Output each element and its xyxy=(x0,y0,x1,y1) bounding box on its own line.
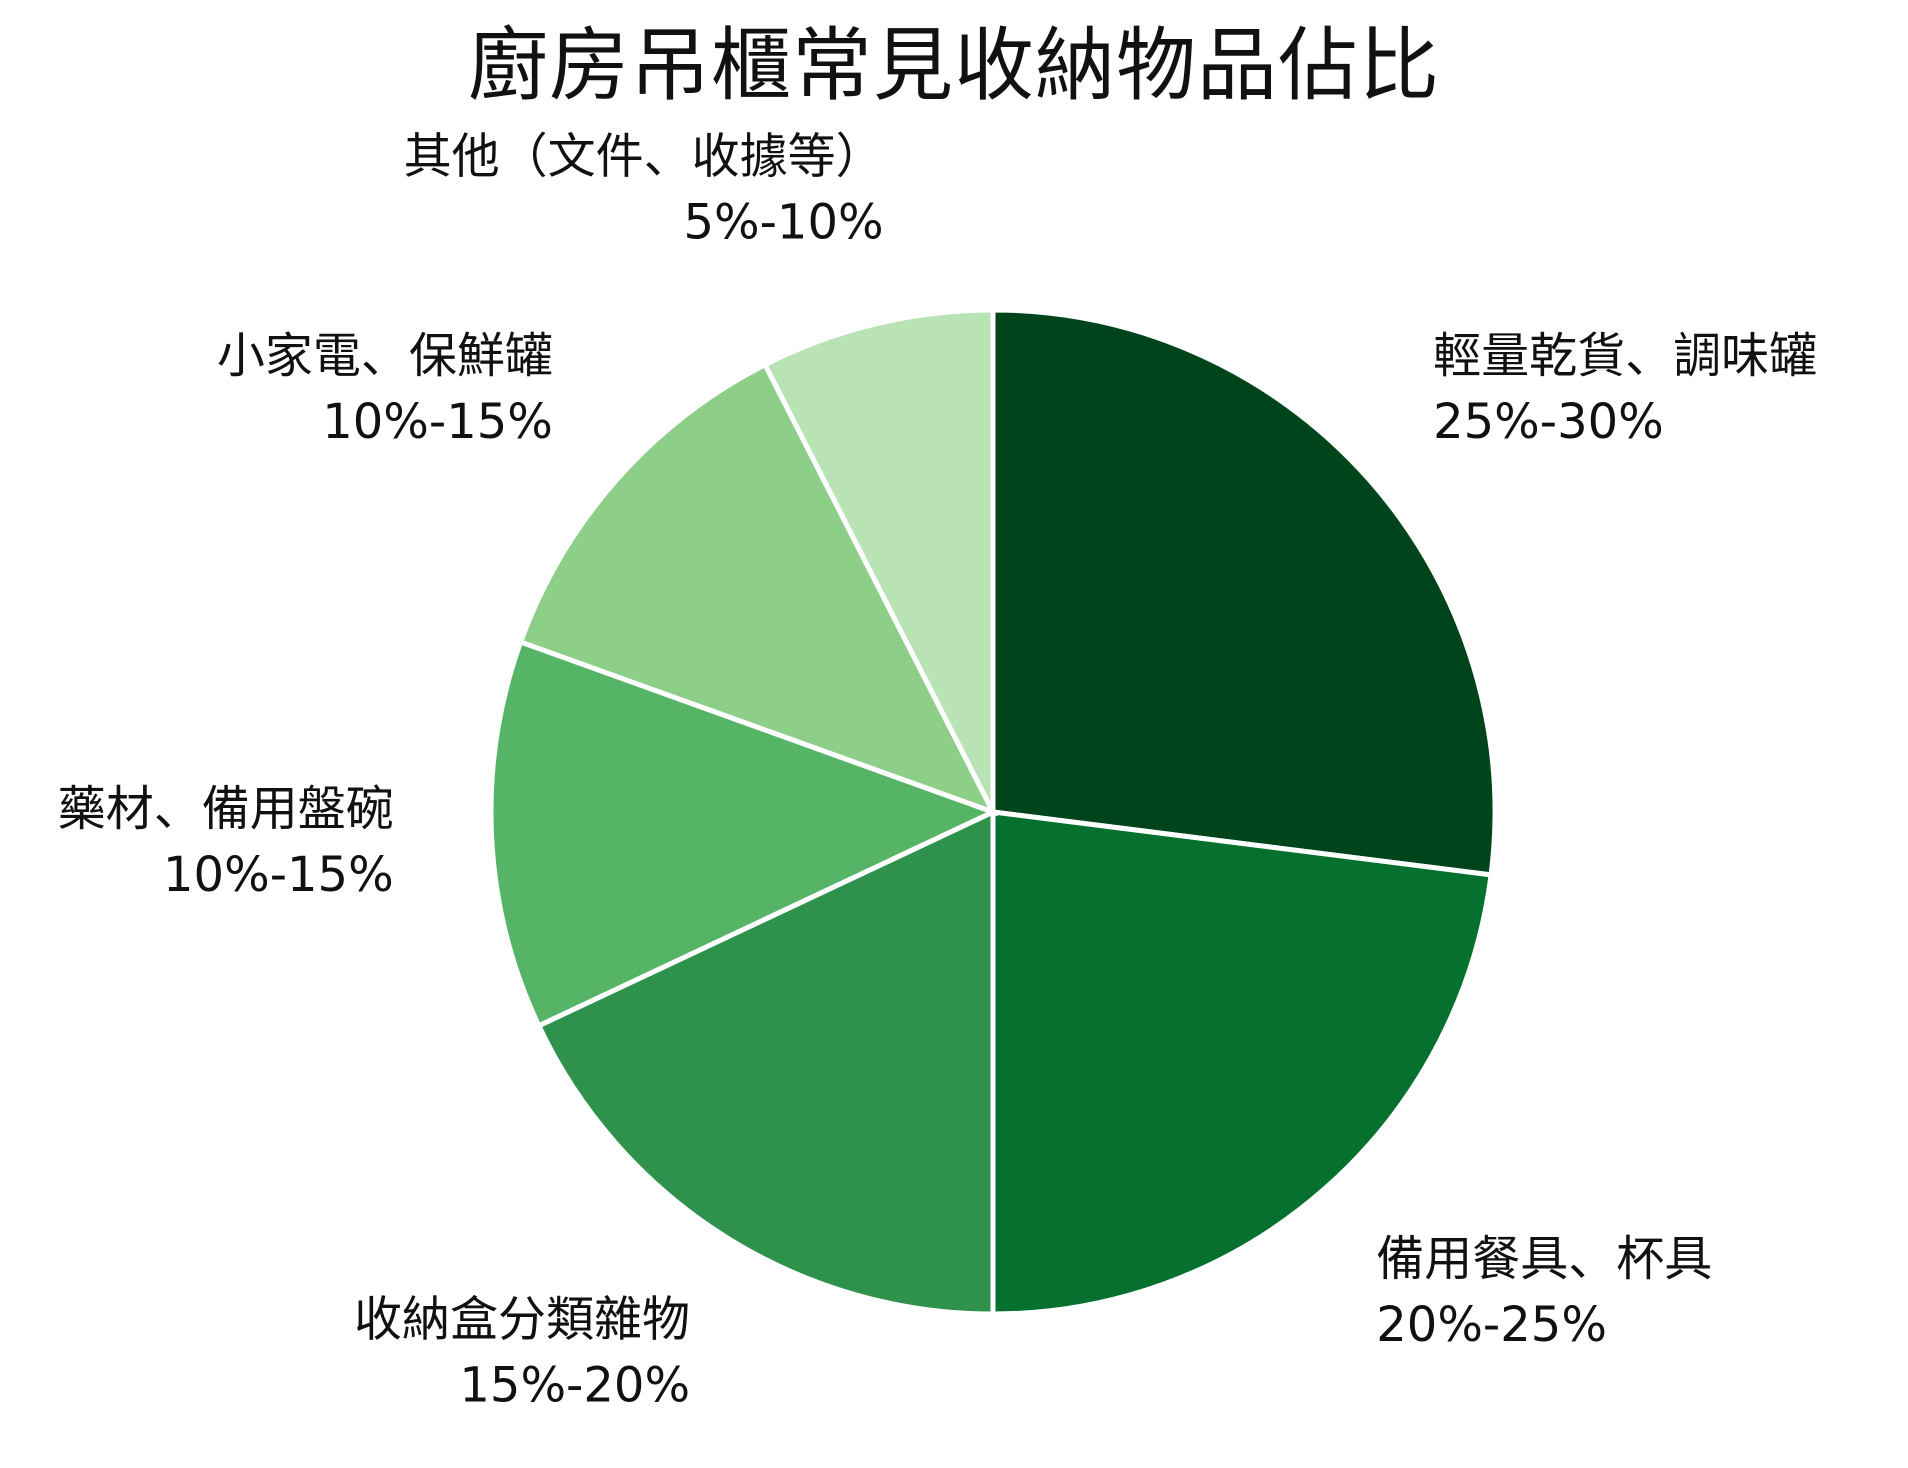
pie-slice-2 xyxy=(990,809,1494,1317)
slice-value-label: 5%-10% xyxy=(683,195,883,251)
pie-slice-1 xyxy=(990,307,1498,878)
slice-name-label: 輕量乾貨、調味罐 xyxy=(1433,328,1817,384)
pie-slice-6 xyxy=(761,307,996,814)
slice-label-group-1: 輕量乾貨、調味罐 25%-30% xyxy=(1433,328,1817,450)
chart-title: 廚房吊櫃常見收納物品佔比 xyxy=(468,19,1440,112)
pie-slice-4 xyxy=(488,638,1000,1030)
slice-value-label: 15%-20% xyxy=(459,1357,690,1413)
slice-label-group-6: 其他（文件、收據等） 5%-10% xyxy=(404,129,884,251)
slice-name-label: 備用餐具、杯具 xyxy=(1376,1231,1712,1287)
slice-label-group-5: 小家電、保鮮罐 10%-15% xyxy=(217,328,553,450)
slice-name-label: 其他（文件、收據等） xyxy=(404,129,884,185)
slice-name-label: 小家電、保鮮罐 xyxy=(217,328,553,384)
slice-value-label: 25%-30% xyxy=(1433,394,1664,450)
slice-value-label: 10%-15% xyxy=(322,394,553,450)
slice-label-group-4: 藥材、備用盤碗 10%-15% xyxy=(58,781,394,903)
slice-name-label: 收納盒分類雜物 xyxy=(354,1291,690,1347)
slice-label-group-2: 備用餐具、杯具 20%-25% xyxy=(1376,1231,1712,1353)
pie-slices xyxy=(488,307,1498,1317)
slice-value-label: 20%-25% xyxy=(1376,1297,1607,1353)
pie-labels: 輕量乾貨、調味罐 25%-30% 備用餐具、杯具 20%-25% 收納盒分類雜物 15%-… xyxy=(58,129,1817,1414)
slice-label-group-3: 收納盒分類雜物 15%-20% xyxy=(354,1291,690,1413)
pie-slice-3 xyxy=(535,808,996,1317)
slice-name-label: 藥材、備用盤碗 xyxy=(58,781,394,837)
slice-value-label: 10%-15% xyxy=(163,847,394,903)
pie-slice-5 xyxy=(517,361,999,817)
